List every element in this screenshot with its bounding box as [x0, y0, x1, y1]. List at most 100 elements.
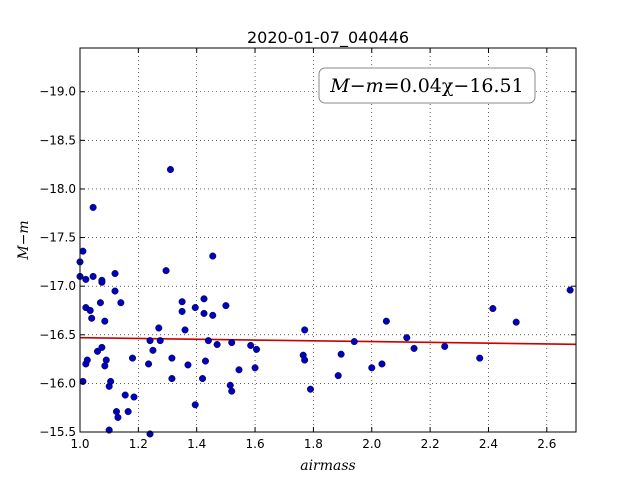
data-point — [489, 305, 497, 313]
x-tick-label: 1.8 — [304, 437, 323, 451]
data-point — [476, 354, 484, 362]
data-point — [114, 413, 122, 421]
data-point — [191, 304, 199, 312]
data-point — [512, 318, 520, 326]
data-point — [145, 360, 153, 368]
data-point — [201, 357, 209, 365]
data-point — [191, 401, 199, 409]
grid-lines — [79, 48, 576, 433]
data-point — [378, 360, 386, 368]
data-point — [337, 350, 345, 358]
data-point — [79, 247, 87, 255]
data-point — [184, 361, 192, 369]
data-point — [94, 347, 102, 355]
y-tick-label: −17.5 — [39, 231, 76, 245]
data-point — [96, 299, 104, 307]
data-point — [107, 377, 115, 385]
data-point — [301, 326, 309, 334]
data-point — [130, 393, 138, 401]
data-point — [146, 337, 154, 345]
data-point — [410, 344, 418, 352]
equation-annotation: M−m=0.04χ−16.51 — [318, 67, 536, 104]
data-point — [102, 356, 110, 364]
data-point — [101, 362, 109, 370]
annotation-box — [318, 67, 536, 104]
x-tick-label: 2.6 — [537, 437, 556, 451]
x-tick-label: 2.2 — [421, 437, 440, 451]
x-tick-label: 1.4 — [187, 437, 206, 451]
data-point — [168, 375, 176, 383]
data-point — [247, 341, 255, 349]
annotation-lhs: M−m — [329, 75, 383, 97]
chart-title: 2020-01-07_040446 — [247, 28, 409, 48]
data-point — [350, 338, 358, 346]
data-point — [98, 276, 106, 284]
y-tick-label: −16.5 — [39, 328, 76, 342]
plot-frame — [79, 47, 577, 433]
y-tick-label: −16.0 — [39, 376, 76, 390]
data-point — [226, 381, 234, 389]
annotation-rhs: =0.04χ−16.51 — [384, 75, 524, 97]
data-point — [209, 311, 217, 319]
data-point — [181, 326, 189, 334]
x-tick-label: 1.6 — [246, 437, 265, 451]
data-point — [228, 339, 236, 347]
data-point — [149, 346, 157, 354]
data-point — [382, 317, 390, 325]
data-point — [124, 408, 132, 416]
data-point — [235, 366, 243, 374]
data-point — [155, 324, 163, 332]
y-tick-labels: −15.5 −16.0 −16.5 −17.0 −17.5 −18.0 −18.5 −19.0 — [39, 85, 76, 439]
data-point — [200, 295, 208, 303]
data-point — [301, 356, 309, 364]
data-point — [88, 314, 96, 322]
data-point — [253, 345, 261, 353]
data-point — [228, 387, 236, 395]
data-point — [111, 287, 119, 295]
data-point — [156, 337, 164, 345]
data-point — [178, 298, 186, 306]
data-point — [200, 309, 208, 317]
data-point — [306, 385, 314, 393]
x-tick-labels: 1.0 1.2 1.4 1.6 1.8 2.0 2.2 2.4 2.6 — [70, 437, 556, 451]
data-point — [168, 354, 176, 362]
annotation-text: M−m=0.04χ−16.51 — [329, 75, 523, 97]
data-point — [251, 364, 259, 372]
data-point — [204, 337, 212, 345]
data-point — [209, 252, 217, 260]
data-point — [162, 267, 170, 275]
data-point — [112, 408, 120, 416]
x-tick-label: 2.0 — [362, 437, 381, 451]
y-tick-label: −17.0 — [39, 279, 76, 293]
y-tick-label: −15.5 — [39, 425, 76, 439]
data-point — [89, 272, 97, 280]
data-point — [129, 354, 137, 362]
data-point — [368, 364, 376, 372]
axis-ticks — [79, 48, 576, 433]
data-point — [441, 342, 449, 350]
data-point — [178, 307, 186, 315]
data-point — [199, 375, 207, 383]
data-point — [86, 306, 94, 314]
data-point — [222, 302, 230, 310]
data-point — [83, 356, 91, 364]
data-point — [89, 203, 97, 211]
data-point — [82, 275, 90, 283]
x-tick-label: 1.2 — [129, 437, 148, 451]
data-point — [403, 334, 411, 342]
data-point — [166, 166, 174, 174]
data-point — [111, 270, 119, 278]
data-point — [101, 317, 109, 325]
x-tick-label: 2.4 — [479, 437, 498, 451]
data-point — [117, 299, 125, 307]
y-tick-label: −18.5 — [39, 133, 76, 147]
y-tick-label: −19.0 — [39, 85, 76, 99]
data-point — [213, 341, 221, 349]
data-point — [121, 391, 129, 399]
y-axis-label: M−m — [16, 220, 32, 260]
data-point — [566, 286, 574, 294]
data-point — [334, 372, 342, 380]
y-tick-label: −18.0 — [39, 182, 76, 196]
x-axis-label: airmass — [300, 458, 356, 474]
